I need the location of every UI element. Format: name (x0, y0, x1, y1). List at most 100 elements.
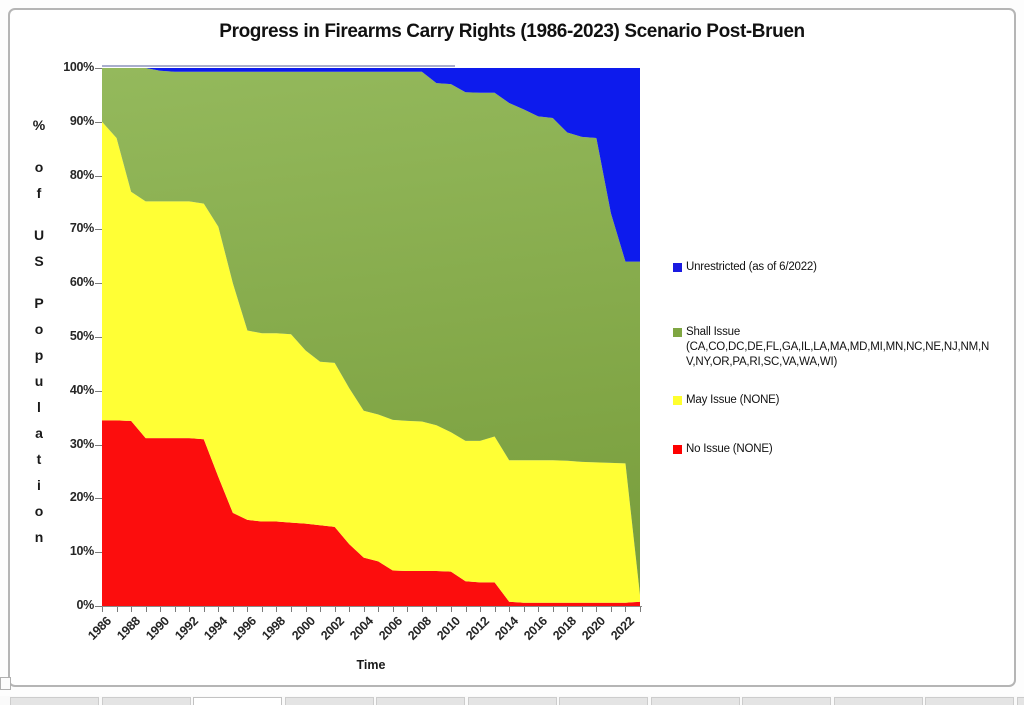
x-axis-tick (596, 607, 598, 612)
x-axis-tick (625, 607, 627, 612)
legend-item[interactable]: Shall Issue (CA,CO,DC,DE,FL,GA,IL,LA,MA,M… (670, 325, 989, 370)
legend-item[interactable]: No Issue (NONE) (670, 442, 773, 457)
x-axis-tick (218, 607, 220, 612)
chart-title: Progress in Firearms Carry Rights (1986-… (219, 21, 805, 42)
sheet-tab[interactable] (376, 697, 465, 705)
y-tick-label: 70% (69, 221, 94, 236)
y-tick-label: 50% (69, 329, 94, 343)
x-axis-tick (305, 607, 307, 612)
x-axis-tick (131, 607, 133, 612)
x-axis-tick (480, 607, 482, 612)
legend-label: Unrestricted (as of 6/2022) (686, 261, 817, 273)
y-tick-label: 30% (69, 436, 94, 451)
sheet-tab[interactable] (284, 697, 374, 705)
y-tick-label: 0% (76, 598, 95, 612)
y-axis-title-char: o (34, 503, 44, 519)
x-axis-tick (378, 607, 380, 612)
x-axis-tick (247, 607, 249, 612)
x-axis-tick (116, 607, 118, 612)
x-axis-tick (160, 607, 162, 612)
y-axis-title-char: a (35, 425, 43, 441)
x-axis-tick (349, 607, 351, 612)
y-axis-title-char: % (32, 117, 46, 133)
y-axis-title-char: S (34, 253, 44, 269)
x-axis-tick (465, 607, 467, 612)
y-axis-title-char: n (34, 529, 44, 545)
sheet-tab[interactable] (833, 697, 923, 705)
legend-item[interactable]: Unrestricted (as of 6/2022) (670, 260, 817, 275)
area-shall-issue (102, 68, 640, 596)
y-axis-title-char: P (34, 295, 44, 311)
y-axis-tick (95, 121, 102, 123)
y-axis-tick (95, 444, 102, 446)
y-axis-tick (95, 175, 102, 177)
x-axis-tick (189, 607, 191, 612)
x-axis-tick (581, 607, 583, 612)
legend-item[interactable]: May Issue (NONE) (670, 393, 779, 408)
legend-swatch-icon (673, 328, 682, 337)
x-axis-tick (407, 607, 409, 612)
sheet-tab[interactable] (10, 697, 99, 705)
y-tick-label: 40% (69, 382, 94, 397)
x-axis-title: Time (356, 658, 386, 672)
y-axis-title-char: p (34, 347, 44, 363)
x-axis-tick (174, 607, 176, 612)
area-may-issue (102, 121, 640, 603)
x-axis-tick (436, 607, 438, 612)
y-axis-tick (95, 68, 102, 69)
y-tick-label: 80% (69, 167, 94, 182)
legend-swatch-icon (673, 396, 682, 405)
x-axis-tick (334, 607, 336, 612)
y-axis-tick (95, 498, 102, 500)
sheet-tab[interactable] (742, 697, 831, 705)
chart-legend[interactable]: Unrestricted (as of 6/2022) Shall Issue (C… (670, 10, 1016, 670)
x-axis-tick (363, 607, 365, 612)
x-axis-tick (494, 607, 496, 612)
y-tick-label: 90% (69, 113, 94, 128)
x-axis-tick (276, 607, 278, 612)
y-axis-title-char: t (36, 451, 42, 467)
y-axis-tick (95, 337, 102, 338)
y-axis-tick (95, 390, 102, 392)
y-axis-title-char: f (36, 185, 42, 201)
y-tick-label: 10% (69, 544, 94, 559)
x-axis-tick (102, 607, 103, 612)
y-axis-title-char: U (33, 227, 45, 243)
x-axis-tick (610, 607, 612, 612)
y-axis-tick (95, 229, 102, 231)
x-axis-tick (640, 607, 641, 612)
chart-object[interactable]: Progress in Firearms Carry Rights (1986-… (8, 8, 1016, 687)
area-no-issue (102, 420, 640, 606)
x-axis-tick (552, 607, 554, 612)
x-axis-line (102, 606, 642, 607)
sheet-tab[interactable] (925, 697, 1014, 705)
legend-swatch-icon (673, 263, 682, 272)
sheet-tab[interactable] (1016, 697, 1024, 705)
y-axis-title-char: i (37, 477, 41, 493)
legend-label: May Issue (NONE) (686, 394, 780, 406)
sheet-tab[interactable] (650, 697, 740, 705)
sheet-tab[interactable] (467, 697, 557, 705)
y-tick-label: 20% (69, 490, 94, 505)
plot-top-border (102, 65, 455, 67)
corner-resize-box (0, 677, 11, 690)
y-tick-label: 100% (63, 60, 94, 74)
legend-swatch-icon (673, 445, 682, 454)
y-axis-title-char: o (34, 321, 44, 337)
sheet-tab[interactable] (559, 697, 648, 705)
sheet-tab[interactable] (193, 697, 282, 705)
sheet-tab[interactable] (101, 697, 191, 705)
x-axis-tick (523, 607, 525, 612)
area-unrestricted (102, 68, 640, 262)
y-axis-title-char: l (37, 399, 41, 415)
sheet-tab-bar (0, 696, 1024, 705)
x-axis-tick (232, 607, 234, 612)
x-axis-tick (291, 607, 293, 612)
x-axis-tick (320, 607, 322, 612)
x-axis-tick (450, 607, 452, 612)
y-tick-label: 60% (69, 275, 94, 290)
x-axis-tick (261, 607, 263, 612)
x-axis-tick (567, 607, 569, 612)
x-axis-tick (538, 607, 540, 612)
y-axis-tick (95, 283, 102, 285)
